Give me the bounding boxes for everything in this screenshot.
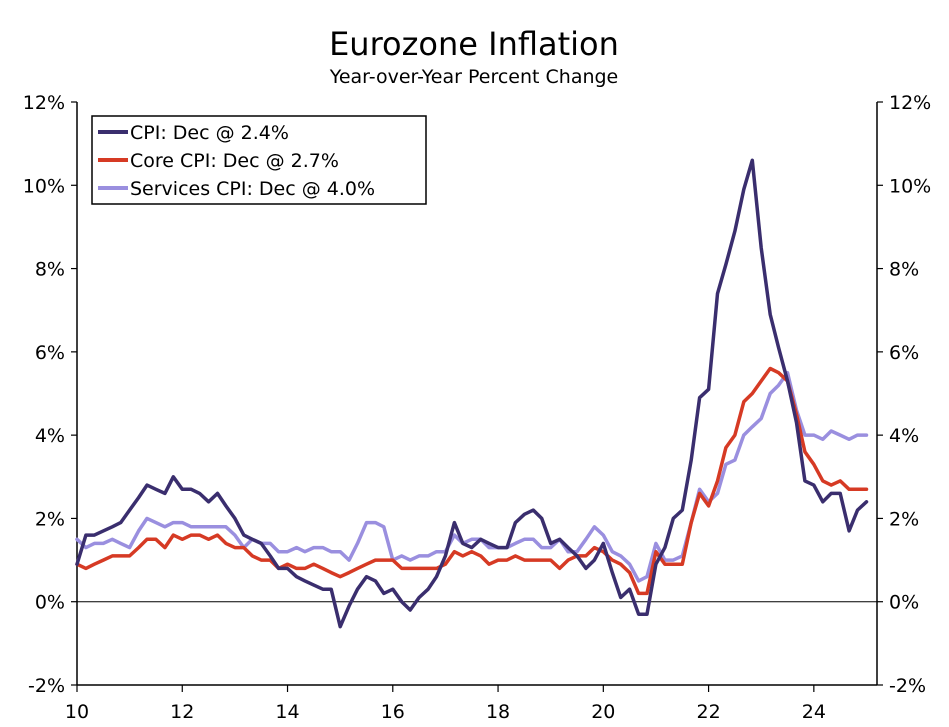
y-tick-label-left: 0%	[35, 592, 65, 614]
x-tick-label: 22	[696, 701, 720, 723]
x-tick-label: 10	[65, 701, 89, 723]
y-tick-label-right: 6%	[889, 342, 919, 364]
y-tick-label-right: 2%	[889, 508, 919, 530]
x-tick-label: 24	[802, 701, 826, 723]
legend-box	[91, 115, 427, 205]
y-tick-label-left: 6%	[35, 342, 65, 364]
y-tick-label-right: -2%	[889, 675, 926, 697]
chart-subtitle: Year-over-Year Percent Change	[329, 66, 619, 88]
y-tick-label-right: 8%	[889, 259, 919, 281]
series-layer	[75, 158, 869, 629]
y-tick-label-right: 12%	[889, 92, 931, 114]
y-tick-label-left: 12%	[23, 92, 65, 114]
series-line-2	[75, 370, 869, 583]
legend-label-0: CPI: Dec @ 2.4%	[130, 122, 289, 144]
y-tick-label-left: -2%	[28, 675, 65, 697]
y-tick-label-left: 4%	[35, 425, 65, 447]
x-tick-label: 18	[486, 701, 510, 723]
x-tick-label: 16	[381, 701, 405, 723]
y-tick-label-left: 10%	[23, 175, 65, 197]
series-line-0	[75, 158, 869, 629]
x-tick-label: 20	[591, 701, 615, 723]
y-tick-label-right: 10%	[889, 175, 931, 197]
y-tick-label-left: 8%	[35, 259, 65, 281]
y-tick-label-right: 4%	[889, 425, 919, 447]
y-tick-label-right: 0%	[889, 592, 919, 614]
legend-label-1: Core CPI: Dec @ 2.7%	[130, 150, 339, 172]
legend-label-2: Services CPI: Dec @ 4.0%	[130, 178, 375, 200]
x-tick-label: 14	[275, 701, 299, 723]
legend: CPI: Dec @ 2.4% Core CPI: Dec @ 2.7% Servi…	[91, 115, 427, 205]
series-line-1	[75, 366, 869, 596]
chart-title: Eurozone Inflation	[329, 25, 619, 63]
axes: -2% -2% 0% 0% 2% 2% 4% 4% 6% 6% 8% 8% 10% 10% 12% 12% 10…	[23, 92, 931, 723]
y-tick-label-left: 2%	[35, 508, 65, 530]
x-tick-label: 12	[170, 701, 194, 723]
